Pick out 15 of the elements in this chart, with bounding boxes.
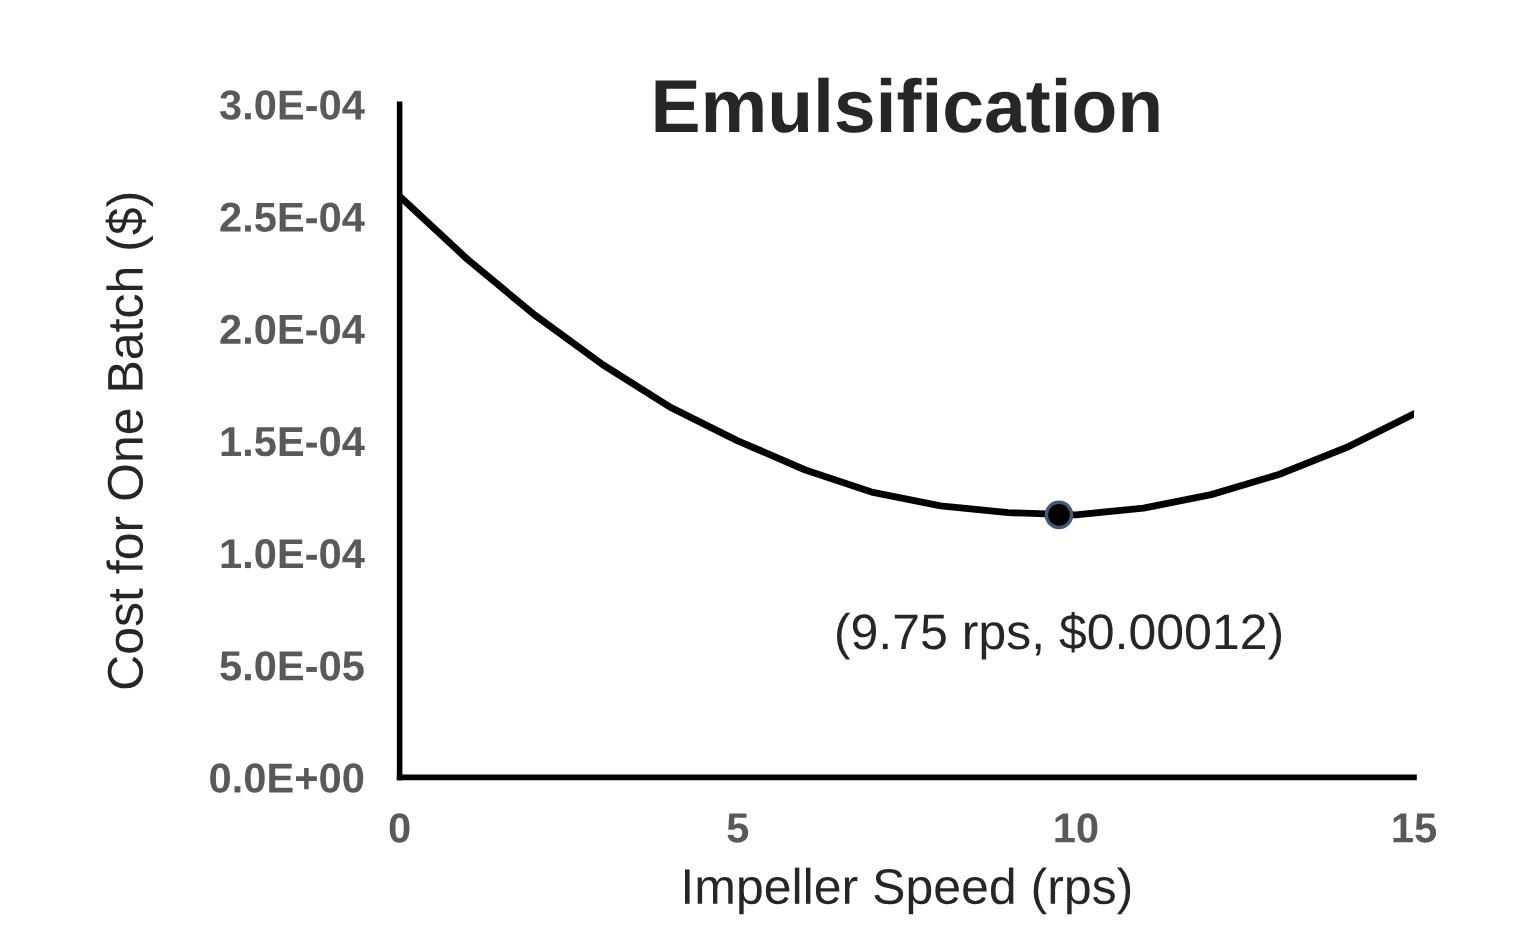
x-axis-title: Impeller Speed (rps) bbox=[684, 867, 1131, 915]
chart-title: Emulsification bbox=[655, 77, 1159, 133]
y-tick-label: 3.0E-04 bbox=[219, 90, 365, 120]
x-tick-label: 10 bbox=[1055, 813, 1098, 843]
y-tick-label: 1.0E-04 bbox=[221, 539, 365, 569]
y-tick-label: 2.0E-04 bbox=[220, 314, 365, 345]
y-axis-title: Cost for One Batch ($) bbox=[105, 193, 153, 689]
x-tick-label: 15 bbox=[1393, 813, 1437, 843]
y-tick-label: 0.0E+00 bbox=[210, 763, 364, 793]
y-tick-label: 2.5E-04 bbox=[220, 202, 365, 232]
x-tick-label: 5 bbox=[727, 813, 749, 843]
x-tick-label: 0 bbox=[389, 813, 410, 843]
y-tick-label: 1.5E-04 bbox=[221, 426, 365, 457]
y-tick-label: 5.0E-05 bbox=[220, 651, 364, 681]
annotation: (9.75 rps, $0.00012) bbox=[836, 612, 1282, 660]
